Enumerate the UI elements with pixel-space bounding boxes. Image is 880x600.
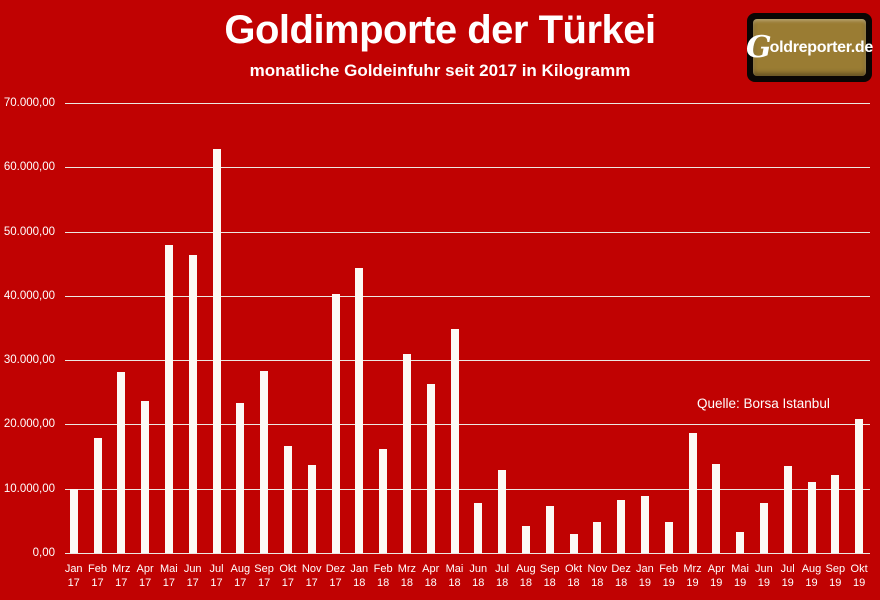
chart-title: Goldimporte der Türkei [224, 8, 656, 52]
bar [141, 400, 150, 553]
bar [593, 522, 602, 553]
x-axis-tick-label: Apr 17 [136, 563, 154, 589]
x-axis-tick-label: Sep 17 [254, 563, 274, 589]
x-axis-tick-label: Sep 19 [825, 563, 846, 589]
logo-wordmark: oldreporter.de [769, 38, 874, 56]
bar [69, 489, 78, 553]
bar [498, 470, 507, 553]
bar [569, 533, 578, 553]
x-axis-tick-label: Mai 17 [160, 563, 178, 589]
bar [212, 149, 221, 553]
x-axis-tick-label: Nov 17 [301, 563, 322, 589]
x-axis-tick-label: Aug 18 [516, 563, 536, 589]
x-axis-tick-label: Jan 18 [350, 563, 369, 589]
x-axis-tick-label: Jun 17 [183, 563, 202, 589]
bar [545, 506, 554, 553]
bar [379, 448, 388, 553]
x-axis-tick-label: Nov 18 [587, 563, 608, 589]
x-axis-tick-label: Mrz 17 [112, 563, 131, 589]
x-axis-tick-label: Okt 17 [279, 563, 297, 589]
bar [855, 419, 864, 553]
x-axis-tick-label: Okt 19 [850, 563, 868, 589]
x-axis-tick-label: Jan 19 [636, 563, 654, 589]
bar [664, 522, 673, 553]
gridline [65, 424, 870, 426]
bar [93, 437, 102, 553]
x-axis-tick-label: Mrz 19 [683, 563, 702, 589]
gridline [65, 553, 870, 554]
x-axis-tick-label: Aug 17 [230, 563, 251, 589]
y-axis-tick-label: 40.000,00 [3, 289, 55, 302]
y-axis-tick-label: 50.000,00 [3, 225, 55, 238]
bar [807, 481, 816, 553]
bar [831, 475, 840, 553]
y-axis-tick-label: 60.000,00 [3, 161, 55, 174]
x-axis-tick-label: Dez 17 [325, 563, 346, 589]
bar [331, 293, 340, 553]
gridline [65, 231, 870, 233]
y-axis-tick-label: 70.000,00 [3, 97, 55, 109]
bar [236, 403, 245, 553]
x-axis-tick-label: Aug 19 [801, 563, 822, 589]
bar [164, 245, 173, 553]
x-axis-tick-label: Sep 18 [539, 563, 560, 589]
bar [736, 531, 745, 553]
y-axis-tick-label: 30.000,00 [3, 354, 55, 367]
bar [688, 432, 697, 553]
x-axis-tick-label: Mai 19 [731, 563, 749, 589]
bar [617, 499, 626, 553]
x-axis-tick-label: Jun 19 [755, 563, 773, 589]
gridline [65, 167, 870, 169]
gridline [65, 488, 870, 490]
bar [283, 445, 292, 553]
gridline [65, 103, 870, 104]
bar [188, 254, 197, 553]
bar [450, 329, 459, 553]
gridline [65, 295, 870, 297]
x-axis-tick-label: Jul 18 [495, 563, 510, 589]
x-axis-tick-label: Okt 18 [564, 563, 583, 589]
x-axis-tick-label: Feb 18 [373, 563, 393, 589]
bar [474, 502, 483, 553]
bar [260, 371, 269, 553]
y-axis-tick-label: 10.000,00 [3, 482, 55, 495]
x-axis-tick-label: Apr 18 [422, 563, 440, 589]
logo-g-glyph: G [746, 29, 772, 65]
source-annotation: Quelle: Borsa Istanbul [697, 396, 830, 411]
x-axis-tick-label: Jan 17 [64, 563, 83, 589]
x-axis-tick-label: Jul 19 [780, 563, 795, 589]
bar [759, 502, 768, 553]
y-axis-tick-label: 0,00 [32, 547, 55, 559]
bar [307, 464, 316, 553]
bar [783, 466, 792, 553]
bar [117, 371, 126, 553]
x-axis-tick-label: Jun 18 [469, 563, 488, 589]
x-axis-tick-label: Dez 18 [611, 563, 631, 589]
x-axis-tick-label: Feb 19 [659, 563, 679, 589]
bar [521, 526, 530, 553]
y-axis-tick-label: 20.000,00 [3, 418, 55, 431]
x-axis-tick-label: Apr 19 [707, 563, 725, 589]
bar [640, 495, 649, 553]
x-axis-tick-label: Feb 17 [88, 563, 107, 589]
bar [426, 383, 435, 553]
bar [355, 268, 364, 553]
x-axis-tick-label: Mrz 18 [397, 563, 417, 589]
x-axis-tick-label: Mai 18 [445, 563, 464, 589]
gridline [65, 360, 870, 362]
chart-subtitle: monatliche Goldeinfuhr seit 2017 in Kilo… [249, 61, 631, 80]
x-axis-tick-label: Jul 17 [209, 563, 224, 589]
bar [402, 353, 411, 553]
bar [712, 463, 721, 553]
